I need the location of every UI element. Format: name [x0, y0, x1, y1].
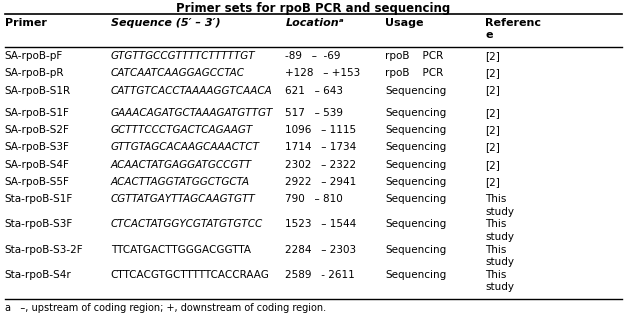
Text: [2]: [2] — [485, 125, 500, 135]
Text: Sequence (5′ – 3′): Sequence (5′ – 3′) — [110, 18, 220, 28]
Text: Sta-rpoB-S4r: Sta-rpoB-S4r — [4, 270, 71, 280]
Text: Locationᵃ: Locationᵃ — [285, 18, 344, 28]
Text: This
study: This study — [485, 244, 514, 267]
Text: 790   – 810: 790 – 810 — [285, 194, 343, 204]
Text: a   –, upstream of coding region; +, downstream of coding region.: a –, upstream of coding region; +, downs… — [4, 303, 325, 313]
Text: Referenc
e: Referenc e — [485, 18, 541, 40]
Text: rpoB    PCR: rpoB PCR — [385, 68, 443, 78]
Text: Sequencing: Sequencing — [385, 244, 446, 255]
Text: Sta-rpoB-S3F: Sta-rpoB-S3F — [4, 219, 73, 229]
Text: ACACTTAGGTATGGCTGCTA: ACACTTAGGTATGGCTGCTA — [110, 177, 250, 187]
Text: SA-rpoB-S1F: SA-rpoB-S1F — [4, 108, 70, 118]
Text: 1523   – 1544: 1523 – 1544 — [285, 219, 357, 229]
Text: Sequencing: Sequencing — [385, 125, 446, 135]
Text: Primer: Primer — [4, 18, 46, 28]
Text: [2]: [2] — [485, 51, 500, 61]
Text: This
study: This study — [485, 194, 514, 216]
Text: SA-rpoB-S1R: SA-rpoB-S1R — [4, 86, 71, 96]
Text: 2302   – 2322: 2302 – 2322 — [285, 160, 357, 170]
Text: [2]: [2] — [485, 68, 500, 78]
Text: Sta-rpoB-S3-2F: Sta-rpoB-S3-2F — [4, 244, 83, 255]
Text: GTGTTGCCGTTTTCTTTTTGT: GTGTTGCCGTTTTCTTTTTGT — [110, 51, 255, 61]
Text: SA-rpoB-S3F: SA-rpoB-S3F — [4, 143, 70, 153]
Text: Sequencing: Sequencing — [385, 160, 446, 170]
Text: [2]: [2] — [485, 108, 500, 118]
Text: Usage: Usage — [385, 18, 424, 28]
Text: GAAACAGATGCTAAAGATGTTGT: GAAACAGATGCTAAAGATGTTGT — [110, 108, 273, 118]
Text: This
study: This study — [485, 270, 514, 292]
Text: SA-rpoB-pF: SA-rpoB-pF — [4, 51, 63, 61]
Text: Primer sets for rpoB PCR and sequencing: Primer sets for rpoB PCR and sequencing — [176, 2, 451, 15]
Text: CATTGTCACCTAAAAGGTCAACA: CATTGTCACCTAAAAGGTCAACA — [110, 86, 272, 96]
Text: Sequencing: Sequencing — [385, 219, 446, 229]
Text: CATCAATCAAGGAGCCTAC: CATCAATCAAGGAGCCTAC — [110, 68, 245, 78]
Text: GCTTTCCCTGACTCAGAAGT: GCTTTCCCTGACTCAGAAGT — [110, 125, 253, 135]
Text: 621   – 643: 621 – 643 — [285, 86, 344, 96]
Text: Sequencing: Sequencing — [385, 86, 446, 96]
Text: This
study: This study — [485, 219, 514, 242]
Text: [2]: [2] — [485, 160, 500, 170]
Text: Sequencing: Sequencing — [385, 108, 446, 118]
Text: TTCATGACTTGGGACGGTTA: TTCATGACTTGGGACGGTTA — [110, 244, 251, 255]
Text: 1096   – 1115: 1096 – 1115 — [285, 125, 357, 135]
Text: Sequencing: Sequencing — [385, 270, 446, 280]
Text: ACAACTATGAGGATGCCGTT: ACAACTATGAGGATGCCGTT — [110, 160, 252, 170]
Text: rpoB    PCR: rpoB PCR — [385, 51, 443, 61]
Text: 2589   - 2611: 2589 - 2611 — [285, 270, 355, 280]
Text: CGTTATGAYTTAGCAAGTGTT: CGTTATGAYTTAGCAAGTGTT — [110, 194, 255, 204]
Text: Sequencing: Sequencing — [385, 143, 446, 153]
Text: +128   – +153: +128 – +153 — [285, 68, 361, 78]
Text: Sta-rpoB-S1F: Sta-rpoB-S1F — [4, 194, 73, 204]
Text: 1714   – 1734: 1714 – 1734 — [285, 143, 357, 153]
Text: [2]: [2] — [485, 143, 500, 153]
Text: [2]: [2] — [485, 177, 500, 187]
Text: -89   –  -69: -89 – -69 — [285, 51, 341, 61]
Text: SA-rpoB-pR: SA-rpoB-pR — [4, 68, 64, 78]
Text: 2284   – 2303: 2284 – 2303 — [285, 244, 357, 255]
Text: CTCACTATGGYCGTATGTGTCC: CTCACTATGGYCGTATGTGTCC — [110, 219, 263, 229]
Text: SA-rpoB-S2F: SA-rpoB-S2F — [4, 125, 70, 135]
Text: SA-rpoB-S5F: SA-rpoB-S5F — [4, 177, 70, 187]
Text: CTTCACGTGCTTTTTCACCRAAG: CTTCACGTGCTTTTTCACCRAAG — [110, 270, 270, 280]
Text: SA-rpoB-S4F: SA-rpoB-S4F — [4, 160, 70, 170]
Text: 2922   – 2941: 2922 – 2941 — [285, 177, 357, 187]
Text: Sequencing: Sequencing — [385, 194, 446, 204]
Text: [2]: [2] — [485, 86, 500, 96]
Text: Sequencing: Sequencing — [385, 177, 446, 187]
Text: GTTGTAGCACAAGCAAACTCT: GTTGTAGCACAAGCAAACTCT — [110, 143, 260, 153]
Text: 517   – 539: 517 – 539 — [285, 108, 344, 118]
